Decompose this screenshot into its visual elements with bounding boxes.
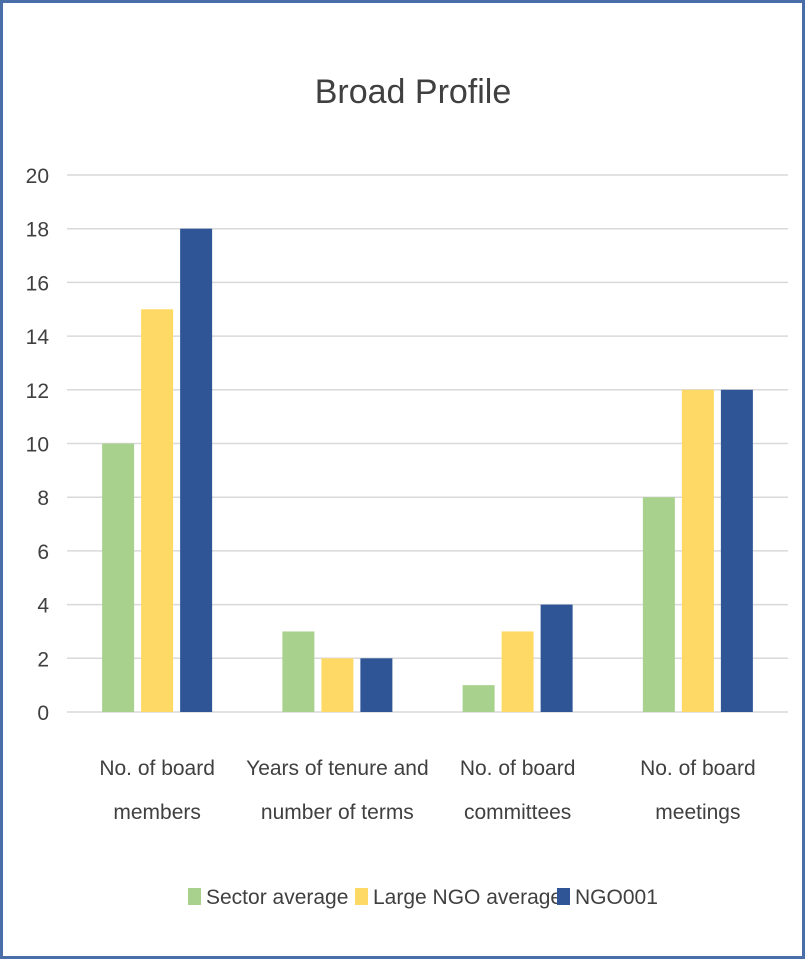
bar (462, 685, 495, 712)
legend-swatch (355, 888, 368, 905)
y-tick-label: 2 (37, 648, 49, 671)
y-tick-label: 14 (26, 326, 50, 349)
legend: Sector average Large NGO average NGO001 (188, 886, 658, 909)
bar-chart: Broad Profile 0 2 4 6 8 10 12 14 16 18 20 No. of b… (26, 73, 788, 909)
chart-title: Broad Profile (315, 73, 512, 111)
bar (720, 389, 753, 712)
x-category-label: members (113, 801, 201, 824)
bar (282, 631, 315, 712)
legend-label: NGO001 (575, 886, 658, 909)
bar (102, 443, 135, 712)
x-category-label: No. of board (460, 757, 576, 780)
bar (360, 658, 393, 712)
y-tick-label: 0 (37, 702, 49, 725)
x-category-label: meetings (655, 801, 740, 824)
x-category-label: committees (464, 801, 571, 824)
legend-swatch (188, 888, 201, 905)
y-axis-ticks: 0 2 4 6 8 10 12 14 16 18 20 (26, 165, 50, 725)
gridlines (67, 174, 788, 713)
x-axis-categories: No. of board members Years of tenure and nu… (99, 757, 755, 824)
y-tick-label: 20 (26, 165, 49, 188)
bar (642, 497, 675, 712)
bar (501, 631, 534, 712)
bar (540, 604, 573, 712)
x-category-label: No. of board (640, 757, 756, 780)
x-category-label: Years of tenure and (246, 757, 429, 780)
bar (681, 389, 714, 712)
x-category-label: number of terms (261, 801, 414, 824)
y-tick-label: 12 (26, 380, 49, 403)
y-tick-label: 8 (37, 487, 49, 510)
bar (321, 658, 354, 712)
bars (102, 228, 753, 712)
legend-label: Large NGO average (373, 886, 562, 909)
y-tick-label: 18 (26, 219, 49, 242)
bar (141, 309, 174, 712)
y-tick-label: 10 (26, 434, 49, 457)
legend-swatch (557, 888, 570, 905)
x-category-label: No. of board (99, 757, 215, 780)
y-tick-label: 4 (37, 595, 49, 618)
bar (180, 228, 213, 712)
legend-label: Sector average (206, 886, 348, 909)
y-tick-label: 6 (37, 541, 49, 564)
y-tick-label: 16 (26, 272, 49, 295)
